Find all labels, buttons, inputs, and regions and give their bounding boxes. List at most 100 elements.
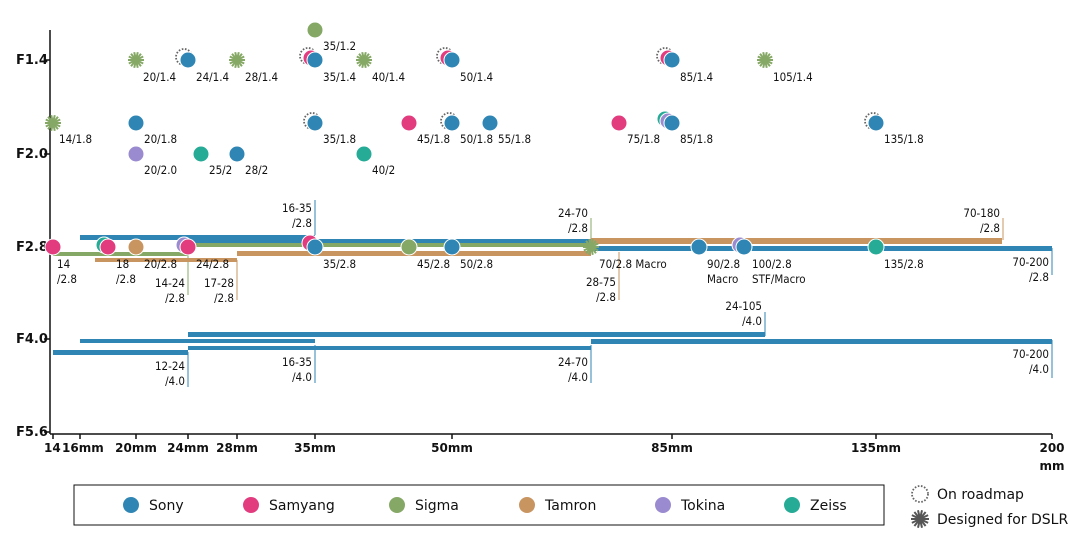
lens-dot-samyang <box>179 238 197 256</box>
x-tick-label: 85mm <box>651 441 693 455</box>
starburst-core <box>360 56 368 64</box>
zoom-bar-sony <box>188 332 765 337</box>
lens-dot-sigma-dslr <box>45 114 61 132</box>
lens-label: 75/1.8 <box>627 132 660 146</box>
y-tick-label: F4.0 <box>16 332 48 347</box>
x-tick-label: 50mm <box>431 441 473 455</box>
lens-label: 90/2.8 Macro <box>707 257 740 286</box>
lens-dot-sony <box>663 51 681 69</box>
legend-label: Tamron <box>544 498 596 514</box>
zoom-bar-sony <box>188 346 591 350</box>
legend-label: Tokina <box>680 498 725 514</box>
lens-label: 85/1.8 <box>680 132 713 146</box>
lens-dot-sony <box>443 114 461 132</box>
zoom-bar-sigma <box>53 252 188 256</box>
lens-dot-zeiss <box>867 238 885 256</box>
starburst-core <box>915 514 925 524</box>
lens-label: 20/2.0 <box>144 163 177 177</box>
starburst-core <box>233 56 241 64</box>
lens-dot-sigma-dslr <box>583 238 599 256</box>
lens-dot-sigma-dslr <box>229 51 245 69</box>
legend-status-label: Designed for DSLR <box>937 512 1068 528</box>
zoom-label: 17-28/2.8 <box>204 276 234 305</box>
zoom-bar-sony <box>53 350 188 355</box>
zoom-label: 16-35/2.8 <box>282 201 312 230</box>
lens-label: 20/1.4 <box>143 70 176 84</box>
zoom-label: 70-180/2.8 <box>963 206 1000 235</box>
legend-dot-tamron <box>519 497 535 513</box>
lens-label: 35/1.2 <box>323 39 356 53</box>
legend-status-label: On roadmap <box>937 487 1024 503</box>
lens-label: 50/1.4 <box>460 70 493 84</box>
x-tick-label: 16mm <box>62 441 104 455</box>
x-tick-label: 24mm <box>167 441 209 455</box>
x-tick-label: 135mm <box>851 441 901 455</box>
lens-labels: 16-35/2.8 24-70/2.8 70-180/2.8 70-200/2.8 14… <box>57 39 1049 388</box>
lens-label: 40/2 <box>372 163 395 177</box>
lens-dot-sigma <box>306 21 324 39</box>
legend-roadmap-icon <box>911 485 929 503</box>
lens-label: 50/1.8 <box>460 132 493 146</box>
lens-label: 50/2.8 <box>460 257 493 271</box>
legend-dot-tokina <box>655 497 671 513</box>
zoom-label: 24-70/2.8 <box>558 206 588 235</box>
legend-label: Zeiss <box>810 498 847 514</box>
lens-label: 14/2.8 <box>57 257 77 286</box>
legend: Sony Samyang Sigma Tamron Tokina Zeiss On road… <box>73 484 1068 528</box>
lens-label: 14/1.8 <box>59 132 92 146</box>
lens-dot-samyang <box>610 114 628 132</box>
lens-label: 18/2.8 <box>116 257 136 286</box>
lens-dot-tokina <box>127 145 145 163</box>
y-tick-label: F1.4 <box>16 53 48 68</box>
zoom-bar-sony <box>80 339 315 343</box>
lens-label: 20/1.8 <box>144 132 177 146</box>
zoom-bar-tamron <box>95 258 237 262</box>
lens-label: 20/2.8 <box>144 257 177 271</box>
zoom-label: 70-200/4.0 <box>1012 347 1049 376</box>
zoom-bar-sony <box>188 239 591 244</box>
lens-dot-sony <box>443 51 461 69</box>
lens-dot-sony <box>306 51 324 69</box>
lens-label: 28/1.4 <box>245 70 278 84</box>
zoom-bar-tamron <box>591 238 1002 244</box>
lens-label: 28/2 <box>245 163 268 177</box>
zoom-label: 12-24/4.0 <box>155 359 185 388</box>
legend-box <box>73 484 885 526</box>
legend-dot-sigma <box>389 497 405 513</box>
zoom-label: 16-35/4.0 <box>282 355 312 384</box>
lens-label: 40/1.4 <box>372 70 405 84</box>
lens-label: 85/1.4 <box>680 70 713 84</box>
legend-dot-zeiss <box>784 497 800 513</box>
starburst-core <box>49 119 57 127</box>
y-tick-label: F2.8 <box>16 240 48 255</box>
lens-dot-samyang <box>44 238 62 256</box>
lens-label: 45/1.8 <box>417 132 450 146</box>
lens-label: 105/1.4 <box>773 70 813 84</box>
y-tick-label: F2.0 <box>16 147 48 162</box>
x-tick-label: 200 <box>1039 441 1064 455</box>
starburst-core <box>761 56 769 64</box>
zoom-bar-sony <box>591 339 1052 344</box>
legend-dslr-icon <box>911 510 929 528</box>
lens-dot-zeiss <box>192 145 210 163</box>
lens-dot-sigma-dslr <box>356 51 372 69</box>
zoom-label: 14-24/2.8 <box>155 276 185 305</box>
lens-dot-sigma <box>400 238 418 256</box>
y-tick-label: F5.6 <box>16 425 48 440</box>
x-tick-label: 35mm <box>294 441 336 455</box>
lens-label: 135/1.8 <box>884 132 924 146</box>
legend-label: Sigma <box>415 498 459 514</box>
lens-label: 135/2.8 <box>884 257 924 271</box>
lens-label: 25/2 <box>209 163 232 177</box>
lens-dot-samyang <box>99 238 117 256</box>
lens-dot-sony <box>867 114 885 132</box>
lens-dot-sony <box>179 51 197 69</box>
lens-label: 55/1.8 <box>498 132 531 146</box>
lens-dot-sony <box>306 114 324 132</box>
lens-dot-sony <box>663 114 681 132</box>
lens-label: 35/2.8 <box>323 257 356 271</box>
lens-label: 24/2.8 <box>196 257 229 271</box>
legend-label: Sony <box>149 498 184 514</box>
x-tick-label: 28mm <box>216 441 258 455</box>
